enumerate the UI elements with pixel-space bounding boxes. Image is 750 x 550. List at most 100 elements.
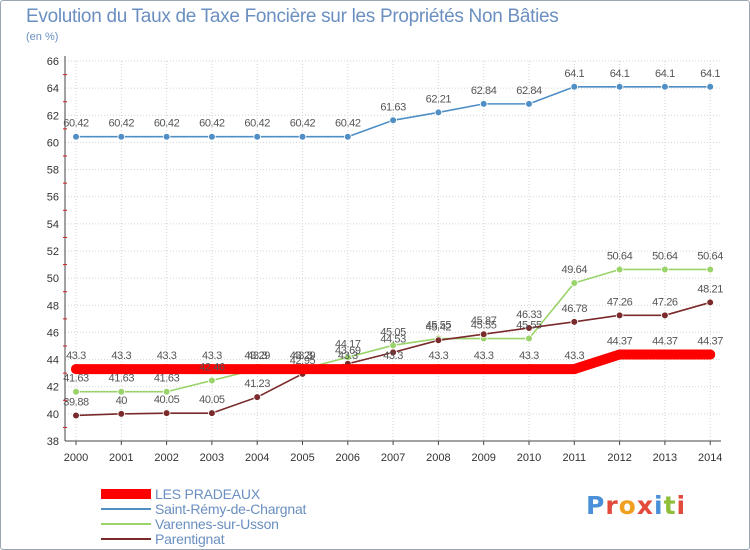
data-point [478, 364, 489, 375]
data-label: 41.23 [244, 378, 270, 390]
data-label: 45.55 [471, 320, 497, 332]
legend-swatch [101, 537, 151, 540]
data-point [615, 265, 624, 274]
legend-swatch [101, 488, 151, 499]
data-point [208, 409, 216, 417]
data-point [706, 265, 714, 274]
y-tick-label: 58 [47, 165, 59, 177]
data-label: 45.05 [380, 326, 406, 338]
legend-item: LES PRADEAUX [101, 486, 306, 502]
y-tick-label: 40 [47, 409, 59, 421]
data-label: 60.42 [154, 118, 180, 130]
data-label: 62.84 [516, 85, 542, 97]
data-label: 60.42 [244, 118, 270, 130]
data-label: 39.88 [63, 396, 89, 408]
data-label: 47.26 [607, 296, 633, 308]
data-label: 43.3 [564, 350, 584, 362]
data-point [570, 279, 579, 287]
data-label: 41.63 [109, 373, 135, 385]
legend-swatch [101, 507, 151, 510]
unit-label: (en %) [26, 31, 59, 43]
data-point [298, 132, 307, 141]
data-point [661, 82, 669, 91]
y-tick-label: 48 [47, 300, 59, 312]
legend-item: Saint-Rémy-de-Chargnat [101, 500, 307, 517]
data-point [570, 318, 579, 326]
data-label: 44.17 [335, 338, 361, 350]
y-tick-label: 60 [47, 137, 59, 149]
data-label: 40 [116, 395, 128, 407]
data-label: 43.29 [244, 350, 270, 362]
series-saint-remy-de-chargnat [72, 82, 714, 141]
y-tick-label: 66 [47, 56, 59, 68]
data-label: 64.1 [655, 68, 675, 80]
data-point [659, 349, 670, 360]
y-tick-label: 42 [47, 382, 59, 394]
data-label: 47.26 [652, 296, 678, 308]
data-label: 60.42 [199, 118, 225, 130]
x-tick-label: 2006 [336, 452, 360, 464]
x-tick-label: 2011 [562, 452, 586, 464]
data-point [72, 132, 80, 141]
data-label: 42.46 [199, 361, 225, 373]
data-point [72, 411, 80, 420]
data-label: 40.05 [199, 394, 225, 406]
data-point [525, 324, 533, 332]
y-tick-label: 38 [47, 436, 59, 448]
data-label: 41.63 [154, 373, 180, 385]
data-point [117, 132, 126, 141]
legend-swatch [101, 522, 151, 525]
data-labels-layer: 60.42 60.42 60.42 60.42 60.42 60.42 60.42 61.63… [63, 68, 723, 409]
data-point [162, 409, 171, 417]
data-point [252, 364, 263, 375]
legend-label: Varennes-sur-Usson [155, 515, 279, 532]
y-tick-label: 56 [47, 192, 59, 204]
data-point [342, 364, 353, 375]
data-point [117, 410, 126, 418]
data-point [706, 82, 714, 91]
data-label: 43.3 [66, 350, 86, 362]
data-label: 40.05 [154, 394, 180, 406]
y-tick-label: 46 [47, 327, 59, 339]
data-label: 46.33 [516, 309, 542, 321]
data-point [434, 336, 443, 345]
data-label: 41.63 [63, 373, 89, 385]
legend: LES PRADEAUX Saint-Rémy-de-Chargnat Varenn… [101, 486, 307, 547]
data-label: 43.3 [293, 350, 313, 362]
data-point [389, 348, 397, 357]
proxiti-logo: Proxiti [586, 491, 686, 520]
data-point [208, 376, 216, 385]
legend-label: Saint-Rémy-de-Chargnat [155, 500, 307, 517]
series-layer [71, 82, 716, 420]
x-tick-label: 2003 [200, 452, 224, 464]
data-point [433, 364, 444, 375]
logo-letter: P [586, 491, 606, 520]
data-label: 62.21 [426, 93, 452, 105]
x-tick-label: 2012 [607, 452, 631, 464]
data-point [162, 387, 171, 396]
data-point [569, 364, 580, 375]
data-point [71, 364, 81, 375]
series-parentignat [72, 298, 714, 420]
y-tick-label: 52 [47, 246, 59, 258]
data-label: 44.37 [607, 336, 633, 348]
data-label: 43.3 [157, 350, 177, 362]
axes: 38 40 42 44 46 48 50 52 54 56 58 60 62 64 66 2000 2001 20… [47, 56, 722, 464]
data-label: 43.3 [247, 350, 267, 362]
data-label: 43.3 [383, 350, 403, 362]
data-point [705, 349, 716, 360]
data-point [661, 265, 669, 274]
legend-item: Varennes-sur-Usson [101, 515, 306, 532]
data-label: 60.42 [290, 118, 316, 130]
logo-letter: x [636, 491, 654, 520]
data-label: 45.55 [516, 320, 542, 332]
data-point [524, 364, 534, 375]
y-tick-label: 64 [47, 83, 59, 95]
x-tick-label: 2010 [517, 452, 541, 464]
data-label: 60.42 [109, 118, 135, 130]
logo-letter: r [605, 491, 619, 520]
data-label: 60.42 [63, 118, 89, 130]
data-point [570, 82, 579, 91]
